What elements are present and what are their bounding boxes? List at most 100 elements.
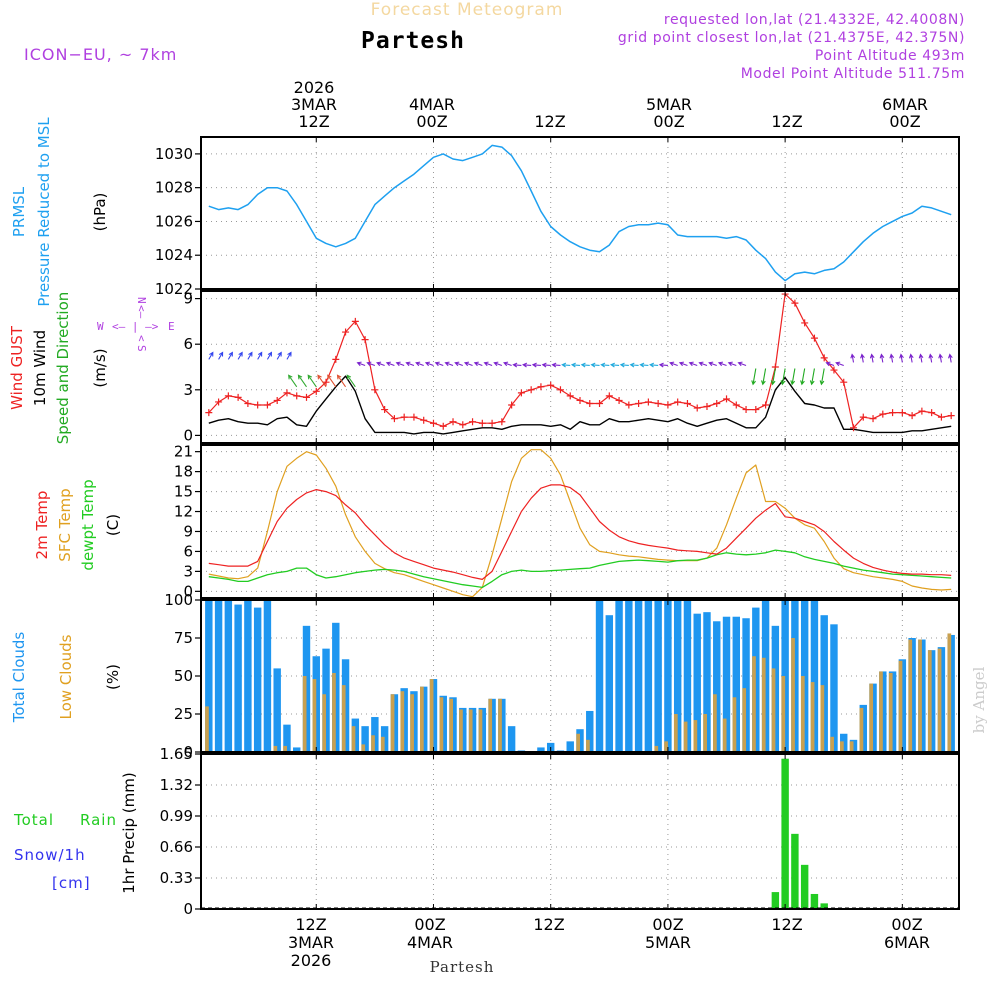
bottom-tick-label: 6MAR [884,933,930,952]
y-tick-label: 0 [183,582,193,600]
cloud-labels: Total Clouds Low Clouds (%) [10,632,122,724]
gust-marker [547,381,555,389]
compass-ns-line: <– [135,305,148,319]
closest-coords: grid point closest lon,lat (21.4375E, 42… [618,30,965,46]
wind-direction-arrow [297,374,307,388]
wind-direction-arrow [717,361,727,367]
wind-direction-arrow [938,353,943,363]
wind-direction-arrow [561,362,571,368]
wind-direction-arrow [800,368,806,386]
gust-marker [390,415,398,423]
y-tick-label: 3 [183,381,193,399]
wind-label: 10m Wind [31,330,49,406]
wind-direction-arrow [531,362,541,368]
gust-marker [410,413,418,421]
low-cloud-bar [683,721,688,752]
wind-direction-arrow [761,368,767,386]
gust-marker [215,398,223,406]
low-cloud-bar [419,686,424,752]
total-cloud-bar [263,600,272,752]
total-cloud-bar [361,726,369,752]
y-tick-label: 1026 [155,212,193,230]
low-cloud-bar [283,745,287,752]
panel-frame [200,136,960,290]
wind-direction-arrow [286,351,292,360]
low-cloud-bar [918,639,922,752]
wind-direction-arrow [454,361,463,367]
low-cloud-bar [771,668,776,752]
gust-marker [586,399,594,407]
wind-direction-arrow [770,368,776,386]
wind-direction-arrow [444,361,454,367]
total-cloud-bar [732,616,741,752]
top-tick-label: 12Z [771,112,802,131]
wind-direction-arrow [366,361,376,367]
gust-marker [850,424,858,432]
bottom-tick-label: 00Z [652,915,683,934]
compass-e: E [168,320,175,333]
gust-marker [810,334,818,342]
wind-direction-arrow [522,362,532,368]
wind-direction-arrow [727,361,737,367]
wind-speed-line [208,375,952,435]
gust-marker [762,401,770,409]
low-cloud-bar [859,707,864,752]
gust-marker [596,399,604,407]
gust-marker [840,378,848,386]
total-cloud-bar [273,668,281,752]
total-cloud-bar [605,615,614,752]
gust-marker [273,396,281,404]
wind-direction-arrow [463,361,473,367]
rain-bar [800,864,809,909]
wind-direction-arrow [580,362,590,368]
wind-direction-arrow [257,351,263,360]
low-cloud-bar [498,698,502,752]
rain-bar [781,758,789,909]
gust-marker [566,392,574,400]
y-tick-label: 1022 [155,280,193,298]
low-cloud-bar [664,741,668,752]
y-tick-label: 1030 [155,145,193,163]
gust-marker [947,412,955,420]
gust-marker [283,389,291,397]
wind-direction-arrow [493,361,503,367]
low-cloud-bar [400,691,405,752]
gust-marker [908,412,916,420]
total-cloud-bar [595,600,604,752]
gust-marker [234,393,242,401]
low-cloud-bar [429,679,434,752]
gust-marker [381,406,389,414]
wind-direction-arrow [889,353,895,363]
y-tick-label: 1028 [155,179,193,197]
y-tick-label: 25 [174,705,193,723]
temp2m-line [208,484,952,581]
wind-direction-arrow [928,353,934,363]
low-cloud-bar [586,739,590,752]
total-cloud-bar [234,604,242,752]
gust-marker [723,395,731,403]
total-cloud-bar [507,726,516,752]
gust-marker [830,366,838,374]
rain-bar [791,833,799,909]
low-cloud-bar [849,741,854,752]
rain-bar [810,893,819,909]
wind-direction-arrow [307,374,317,388]
top-tick-label: 4MAR [409,95,455,114]
gust-marker [527,386,535,394]
rain-total-label: Total [13,811,54,829]
wind-direction-arrow [336,374,347,388]
gust-marker [371,386,379,394]
panel-frame [200,290,960,444]
low-cloud-bar [459,709,463,752]
gust-marker [224,392,232,400]
wind-direction-arrow [737,361,747,367]
precip-labels: Total Rain Snow/1h [cm] 1hr Precip (mm) [13,772,138,893]
total-cloud-bar [830,624,838,752]
wind-direction-arrow [860,353,865,363]
gust-marker [889,409,897,417]
gust-marker [664,401,672,409]
wind-direction-arrow [850,353,856,363]
top-tick-label: 00Z [653,112,684,131]
tick-layer: 1022102410261028103003690369121518210255… [155,137,903,918]
total-cloud-bar [205,600,213,752]
